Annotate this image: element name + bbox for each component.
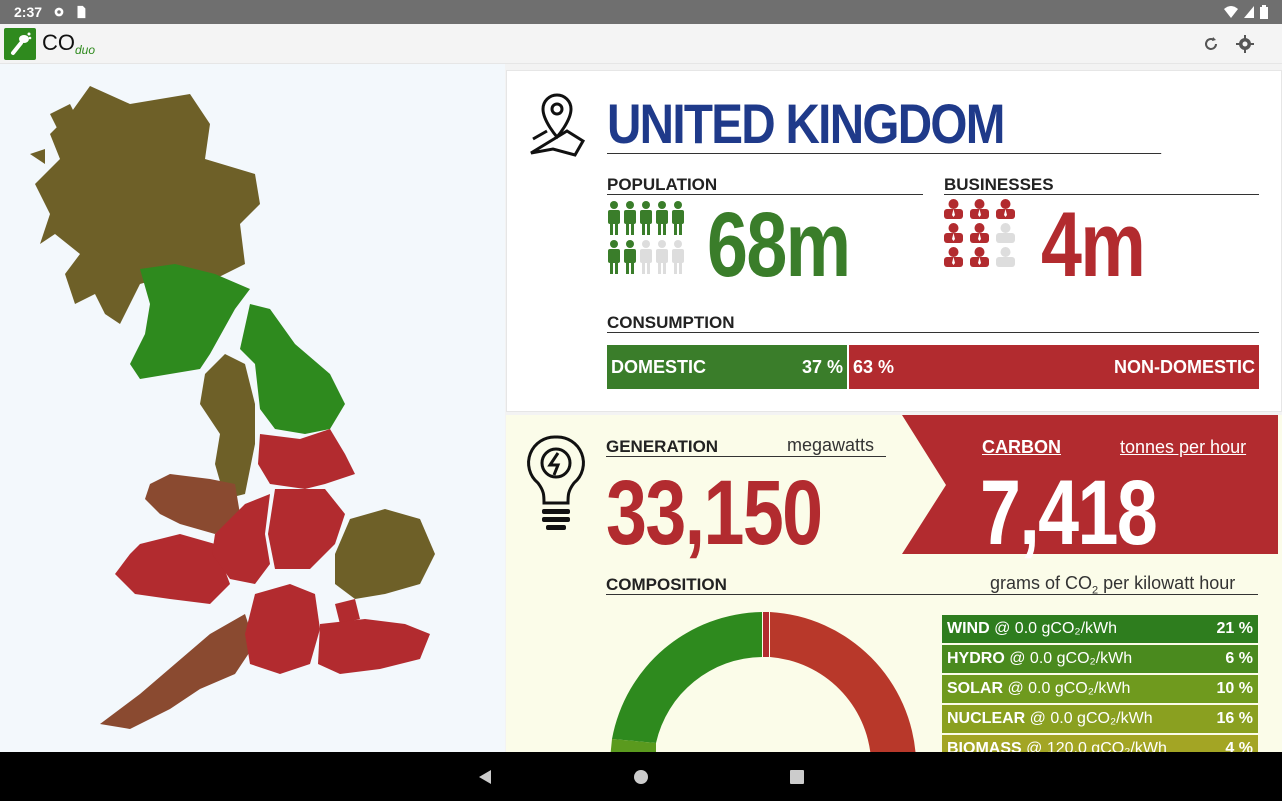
domestic-segment: DOMESTIC 37 % <box>607 345 847 389</box>
businessperson-icon <box>970 199 989 219</box>
nondomestic-percent: 63 % <box>853 356 895 377</box>
generation-value: 33,150 <box>606 462 823 564</box>
gear-icon <box>54 7 64 17</box>
person-icon <box>608 201 620 235</box>
carbon-value: 7,418 <box>980 462 1158 564</box>
lightbulb-icon <box>527 435 585 530</box>
donut-segment-olive <box>610 739 656 752</box>
country-detail: UNITED KINGDOM POPULATION 68m BUSINESSES <box>506 70 1282 752</box>
person-icon <box>656 201 668 235</box>
donut-segment-red <box>770 612 916 752</box>
region-west-midlands <box>212 494 270 584</box>
region-south-west <box>100 614 255 729</box>
composition-table: WIND @ 0.0 gCO₂/kWh 21 % HYDRO @ 0.0 gCO… <box>942 615 1258 752</box>
uk-regions-map[interactable] <box>0 64 505 752</box>
businessperson-icon <box>970 247 989 267</box>
country-name: UNITED KINGDOM <box>607 96 1162 154</box>
back-icon[interactable] <box>477 769 493 785</box>
businessperson-icon <box>996 247 1015 267</box>
carbon-banner <box>902 415 1278 554</box>
composition-row: WIND @ 0.0 gCO₂/kWh 21 % <box>942 615 1258 643</box>
region-south-england <box>245 584 320 674</box>
carbon-unit: tonnes per hour <box>1120 437 1247 457</box>
businessperson-icon <box>944 199 963 219</box>
app-bar: COduo <box>0 24 1282 64</box>
carbon-label: CARBON <box>982 437 1061 457</box>
signal-icon <box>1244 6 1254 18</box>
consumption-label: CONSUMPTION <box>607 313 1259 333</box>
composition-row: HYDRO @ 0.0 gCO₂/kWh 6 % <box>942 645 1258 673</box>
footprint-icon <box>11 32 32 55</box>
nondomestic-segment: 63 % NON-DOMESTIC <box>849 345 1259 389</box>
country-summary-card: UNITED KINGDOM POPULATION 68m BUSINESSES <box>506 70 1282 412</box>
generation-card: GENERATION megawatts 33,150 CARBON tonne… <box>506 415 1282 752</box>
businesses-value: 4m <box>1041 194 1146 296</box>
region-north-east <box>240 304 345 434</box>
person-icon <box>672 240 684 274</box>
person-icon <box>656 240 668 274</box>
composition-unit: grams of CO2 per kilowatt hour <box>990 573 1236 597</box>
wifi-icon <box>1224 6 1238 18</box>
population-label: POPULATION <box>607 175 923 195</box>
population-value: 68m <box>707 194 851 296</box>
domestic-percent: 37 % <box>801 356 843 377</box>
battery-icon <box>1260 5 1268 19</box>
generation-unit: megawatts <box>787 435 875 455</box>
businessperson-icon <box>996 199 1015 219</box>
businesses-label: BUSINESSES <box>944 175 1259 195</box>
person-icon <box>640 201 652 235</box>
region-north-wales <box>145 474 240 534</box>
businessperson-icon <box>996 223 1015 243</box>
system-nav-bar <box>0 752 1282 801</box>
consumption-bar: DOMESTIC 37 % 63 % NON-DOMESTIC <box>607 345 1259 389</box>
person-icon <box>672 201 684 235</box>
region-london <box>335 599 360 624</box>
business-icons <box>943 199 1016 267</box>
person-icon <box>640 240 652 274</box>
composition-row: SOLAR @ 0.0 gCO₂/kWh 10 % <box>942 675 1258 703</box>
domestic-label: DOMESTIC <box>611 356 707 377</box>
uk-map-panel <box>0 64 505 752</box>
home-icon[interactable] <box>633 769 649 785</box>
settings-icon[interactable] <box>1236 34 1254 53</box>
donut-segment-thin <box>763 612 769 657</box>
region-east-england <box>335 509 435 599</box>
composition-row: NUCLEAR @ 0.0 gCO₂/kWh 16 % <box>942 705 1258 733</box>
composition-row: BIOMASS @ 120.0 gCO₂/kWh 4 % <box>942 735 1258 752</box>
businessperson-icon <box>970 223 989 243</box>
person-icon <box>624 240 636 274</box>
businessperson-icon <box>944 247 963 267</box>
person-icon <box>608 240 620 274</box>
map-pin-icon <box>530 93 586 157</box>
app-title: COduo <box>42 30 96 57</box>
sd-card-icon <box>77 5 86 19</box>
population-icons <box>607 201 685 274</box>
businessperson-icon <box>944 223 963 243</box>
status-bar: 2:37 <box>0 0 1282 24</box>
region-north-scotland <box>35 86 260 324</box>
person-icon <box>624 201 636 235</box>
composition-donut <box>610 612 916 752</box>
region-yorkshire <box>258 429 355 489</box>
region-south-scotland <box>130 264 250 379</box>
refresh-icon[interactable] <box>1202 35 1220 53</box>
donut-segment-green <box>612 612 762 743</box>
region-east-midlands <box>268 489 345 569</box>
app-logo <box>4 27 36 60</box>
generation-label: GENERATION <box>606 437 886 457</box>
recents-icon[interactable] <box>789 769 805 785</box>
region-south-east <box>318 619 430 674</box>
status-time: 2:37 <box>14 4 43 20</box>
region-north-west <box>200 354 255 499</box>
region-south-wales <box>115 534 230 604</box>
composition-label: COMPOSITION <box>606 575 1258 595</box>
nondomestic-label: NON-DOMESTIC <box>1114 356 1255 377</box>
